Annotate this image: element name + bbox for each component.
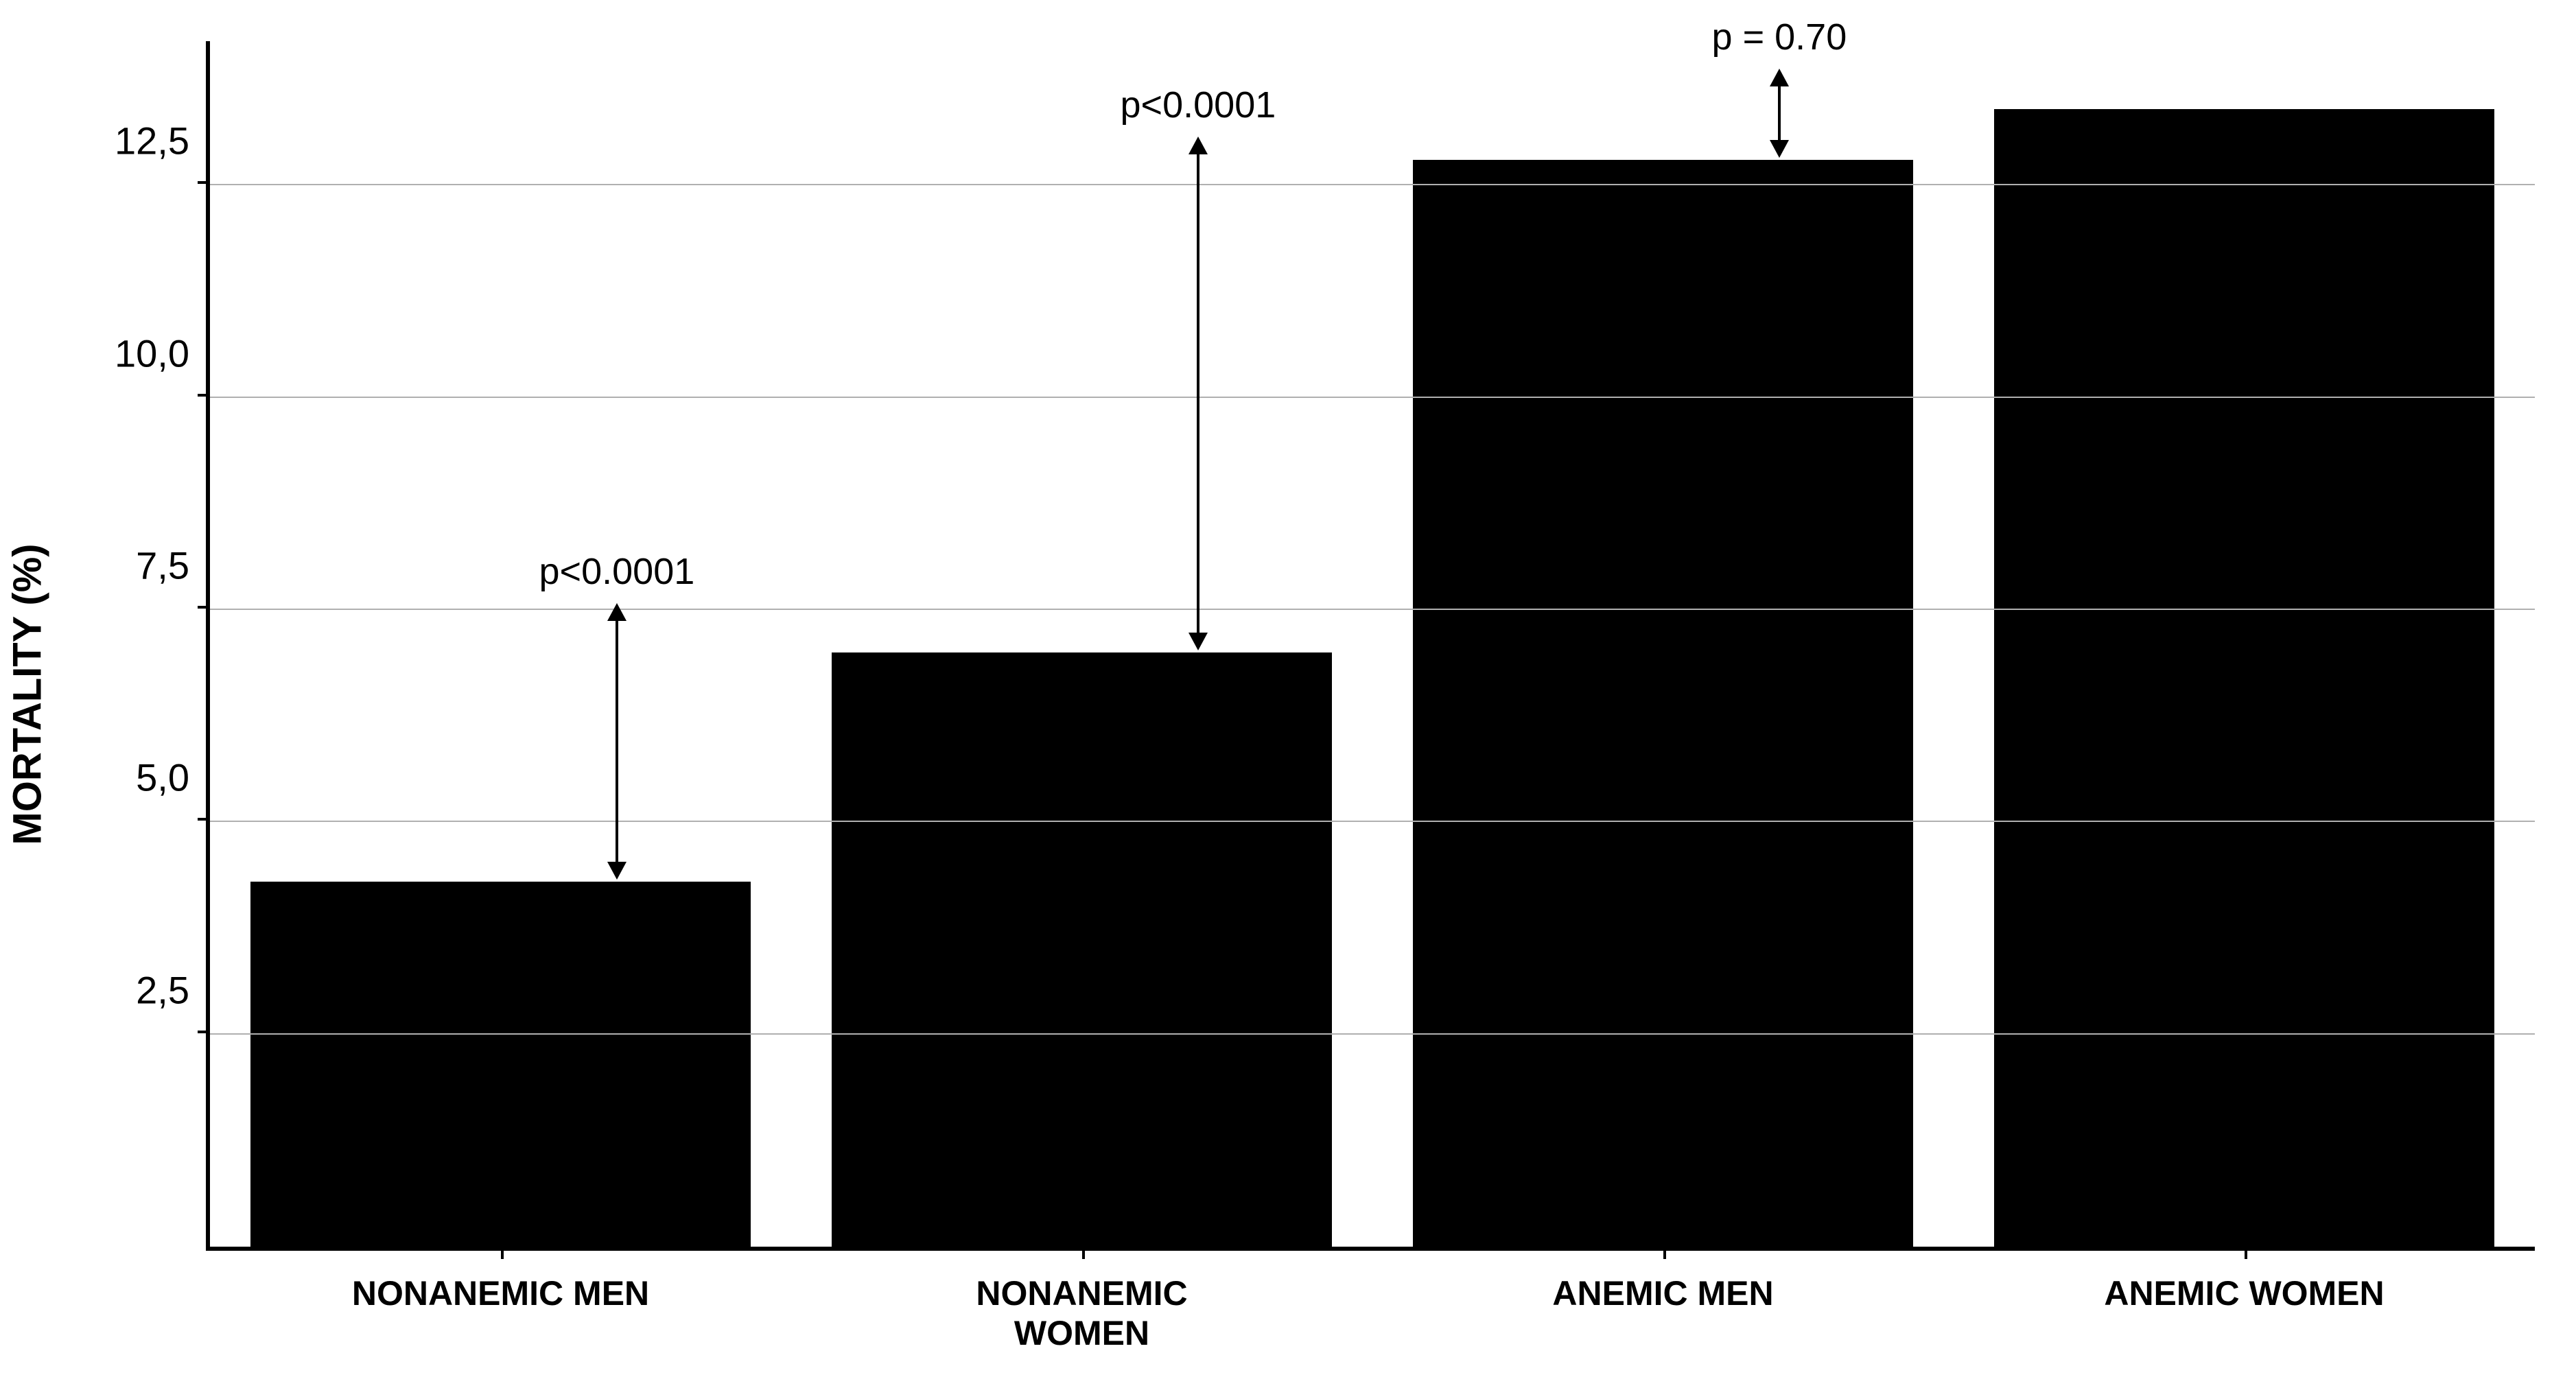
p-value-annotation: p<0.0001 <box>1121 84 1276 126</box>
arrow-head-up-icon <box>1770 69 1789 86</box>
arrow-shaft <box>616 618 618 864</box>
x-tick-label: NONANEMIC WOMEN <box>976 1274 1187 1353</box>
arrow-head-down-icon <box>1189 633 1208 650</box>
y-tick-label: 10,0 <box>115 331 210 375</box>
x-tick-mark <box>501 1247 504 1259</box>
x-tick-label: ANEMIC WOMEN <box>2104 1274 2384 1314</box>
arrow-shaft <box>1197 152 1199 635</box>
p-value-annotation: p = 0.70 <box>1712 16 1847 58</box>
plot-area: 2,55,07,510,012,5NONANEMIC MENNONANEMIC … <box>206 41 2535 1251</box>
arrow-head-up-icon <box>607 603 627 621</box>
y-tick-mark <box>198 181 210 184</box>
p-value-annotation: p<0.0001 <box>539 550 695 593</box>
gridline <box>210 609 2535 610</box>
x-tick-label: ANEMIC MEN <box>1552 1274 1773 1314</box>
y-tick-label: 12,5 <box>115 119 210 163</box>
bar <box>250 882 750 1247</box>
bar <box>1994 109 2494 1247</box>
y-tick-mark <box>198 818 210 821</box>
y-axis-label: MORTALITY (%) <box>5 543 51 845</box>
bar <box>832 652 1331 1247</box>
x-tick-mark <box>1663 1247 1666 1259</box>
gridline <box>210 397 2535 398</box>
y-tick-label: 5,0 <box>136 755 210 800</box>
gridline <box>210 821 2535 822</box>
y-tick-mark <box>198 394 210 397</box>
gridline <box>210 184 2535 185</box>
x-tick-mark <box>1082 1247 1085 1259</box>
bar-chart: MORTALITY (%) 2,55,07,510,012,5NONANEMIC… <box>0 0 2576 1388</box>
arrow-head-down-icon <box>1770 140 1789 158</box>
bar <box>1413 160 1912 1247</box>
y-tick-label: 7,5 <box>136 543 210 588</box>
arrow-head-down-icon <box>607 862 627 880</box>
y-tick-label: 2,5 <box>136 967 210 1012</box>
x-tick-label: NONANEMIC MEN <box>352 1274 649 1314</box>
arrow-head-up-icon <box>1189 137 1208 154</box>
x-tick-mark <box>2245 1247 2247 1259</box>
y-tick-mark <box>198 1031 210 1033</box>
gridline <box>210 1033 2535 1035</box>
arrow-shaft <box>1778 84 1781 143</box>
bars-row <box>210 41 2535 1247</box>
y-tick-mark <box>198 606 210 609</box>
